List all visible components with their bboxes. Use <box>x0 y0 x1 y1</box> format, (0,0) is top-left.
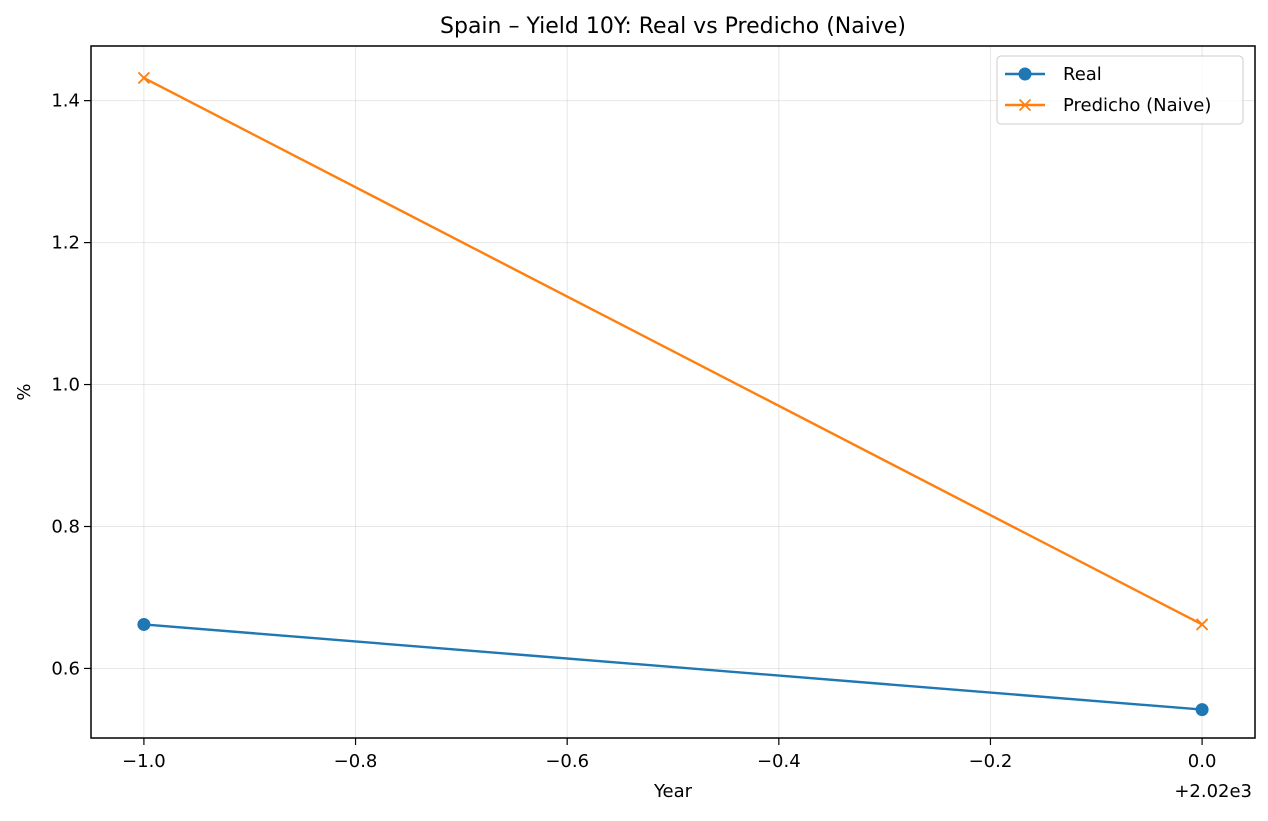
series-layer <box>137 71 1209 717</box>
y-axis-label: % <box>14 383 35 400</box>
legend-item-predicho-naive: Predicho (Naive) <box>1005 95 1211 116</box>
y-tick-label: 0.6 <box>51 658 80 679</box>
x-axis-offset-label: +2.02e3 <box>1174 781 1252 802</box>
y-tick-label: 1.0 <box>51 375 80 396</box>
x-tick-label: 0.0 <box>1188 751 1217 772</box>
legend-swatch-marker <box>1018 98 1032 112</box>
x-marker-stroke <box>1018 98 1032 112</box>
ticks-layer: −1.0 −0.8 −0.6 −0.4 −0.2 0.0 0.6 0.8 1.0 1.2 1.4 <box>51 91 1216 772</box>
y-tick-label: 0.8 <box>51 516 80 537</box>
series-line-predicho-naive <box>143 76 1203 626</box>
data-point-predicho-naive <box>137 71 151 85</box>
legend-item-real: Real <box>1005 64 1102 85</box>
plot-frame <box>90 45 1256 739</box>
x-tick-label: −0.2 <box>969 751 1013 772</box>
chart-title: Spain – Yield 10Y: Real vs Predicho (Nai… <box>440 14 906 39</box>
y-tick-label: 1.2 <box>51 233 80 254</box>
legend-label: Predicho (Naive) <box>1063 95 1211 116</box>
series-predicho-naive <box>137 71 1209 631</box>
legend-items: Real Predicho (Naive) <box>1005 64 1211 116</box>
x-marker-stroke <box>1195 618 1209 631</box>
x-axis-label: Year <box>653 781 693 802</box>
series-line-real <box>143 623 1203 711</box>
x-tick-label: −0.4 <box>757 751 801 772</box>
y-tick-label: 1.4 <box>51 91 80 112</box>
x-tick-label: −1.0 <box>122 751 166 772</box>
x-tick-label: −0.6 <box>545 751 589 772</box>
legend-label: Real <box>1063 64 1102 85</box>
data-point-real <box>1195 703 1209 717</box>
legend-box <box>996 55 1244 125</box>
series-real <box>137 617 1209 717</box>
data-point-real <box>137 617 151 631</box>
x-marker-stroke <box>137 71 151 85</box>
legend: Real Predicho (Naive) <box>996 55 1244 125</box>
legend-swatch-marker <box>1018 67 1032 81</box>
x-tick-label: −0.8 <box>334 751 378 772</box>
data-point-predicho-naive <box>1195 618 1209 631</box>
